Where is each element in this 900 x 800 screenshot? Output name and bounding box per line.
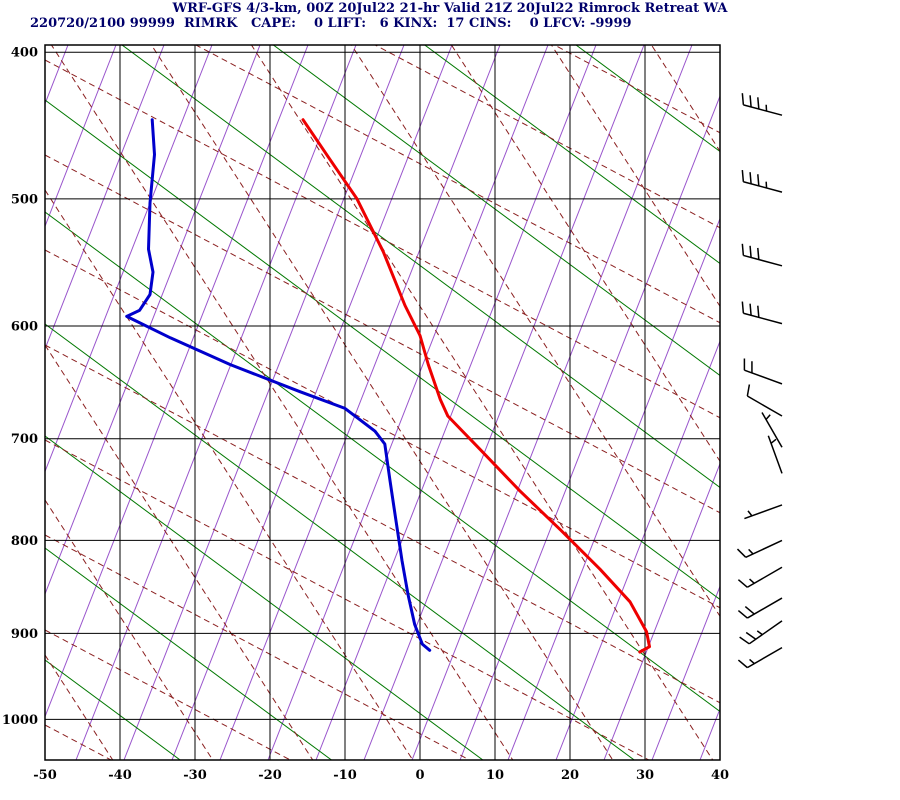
chart-title: WRF-GFS 4/3-km, 00Z 20Jul22 21-hr Valid … [172,1,728,16]
wind-barb [767,435,783,474]
wind-barb [739,620,783,645]
plot-frame [44,44,721,761]
pressure-tick-label: 900 [11,627,38,642]
chart-header: WRF-GFS 4/3-km, 00Z 20Jul22 21-hr Valid … [0,0,900,31]
dewpoint-trace [125,118,432,652]
temperature-tick-label: 40 [711,768,729,783]
moist-adiabats-group [45,45,720,760]
wind-barb [741,93,783,116]
pressure-tick-label: 800 [11,534,38,549]
wind-barb [741,243,783,267]
temperature-trace [301,118,651,654]
temperature-tick-label: -10 [333,768,357,783]
pressure-tick-label: 700 [11,432,38,447]
chart-info-line: 220720/2100 99999 RIMRK CAPE: 0 LIFT: 6 … [30,16,632,31]
wind-barb [741,301,783,325]
wind-barb [737,566,783,588]
pressure-tick-label: 600 [11,319,38,334]
wind-barb [736,539,783,559]
dry-adiabats-group [45,45,720,760]
temperature-axis-labels: -50 -40 -30 -20 -10 0 10 20 30 40 [33,768,729,783]
temperature-tick-label: -20 [258,768,282,783]
pressure-tick-label: 500 [11,192,38,207]
wind-barbs-group [736,93,783,669]
wind-barb [761,412,783,448]
temperature-tick-label: 30 [636,768,654,783]
temperature-tick-label: 0 [415,768,424,783]
temperature-tick-label: -30 [183,768,207,783]
pressure-tick-label: 400 [11,46,38,61]
temperature-tick-label: -40 [108,768,132,783]
temperature-tick-label: 10 [486,768,504,783]
temperature-tick-label: 20 [561,768,579,783]
moist-adiabats-steep-group [45,45,720,760]
wind-barb [744,504,783,520]
wind-barb [743,358,783,385]
wind-barb [737,646,783,669]
slant-isotherms-group [45,45,720,760]
wind-barb [737,597,783,619]
pressure-axis-labels: 400 500 600 700 800 900 1000 [2,46,38,728]
temperature-tick-label: -50 [33,768,57,783]
pressure-tick-label: 1000 [2,713,38,728]
wind-barb [741,170,783,193]
wind-barb [746,384,783,417]
